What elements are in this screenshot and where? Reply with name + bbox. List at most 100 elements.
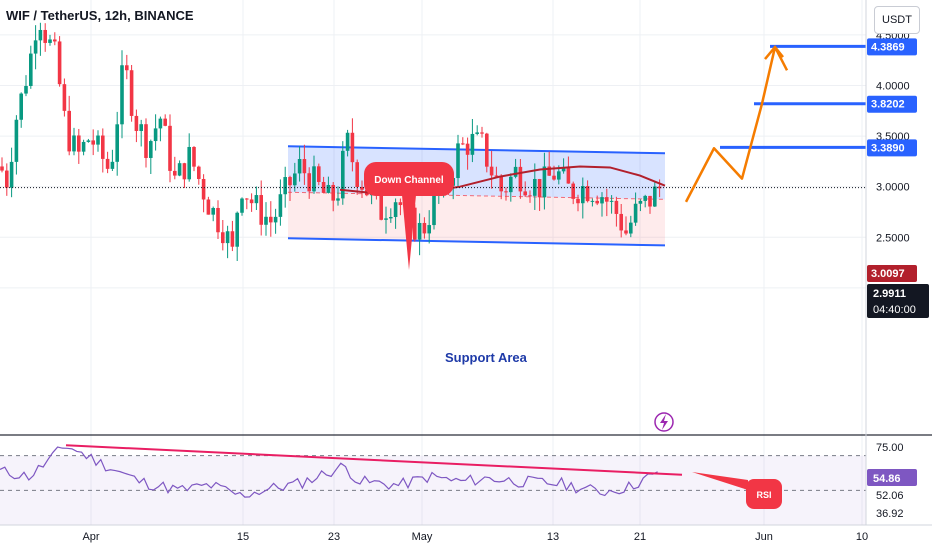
candle-body xyxy=(523,191,527,196)
candle-body xyxy=(254,195,259,204)
candle-body xyxy=(355,162,359,187)
candle-body xyxy=(9,161,14,188)
candle-body xyxy=(57,41,62,85)
badge-ma-bg xyxy=(867,265,917,282)
candle-body xyxy=(590,200,595,202)
candle-body xyxy=(168,125,172,171)
candle-body xyxy=(475,132,479,134)
candle-body xyxy=(91,140,95,145)
candle-body xyxy=(187,146,191,180)
candle-body xyxy=(225,231,230,244)
badge-ma-text: 3.0097 xyxy=(871,268,905,280)
candle-body xyxy=(557,171,561,180)
badge-last-price: 2.9911 04:40:00 xyxy=(867,284,929,318)
rsi-callout: RSI xyxy=(692,472,782,509)
candle-body xyxy=(643,195,647,201)
candle-body xyxy=(153,128,158,142)
candle-body xyxy=(341,150,345,199)
price-tick-3: 4.0000 xyxy=(876,81,910,93)
candle-body xyxy=(5,170,9,188)
candle-body xyxy=(614,200,619,214)
candle-body xyxy=(422,222,427,234)
rsi-line xyxy=(0,446,658,498)
down-channel-label: Down Channel xyxy=(374,175,444,186)
candle-body xyxy=(379,192,383,220)
candle-body xyxy=(504,191,508,193)
price-tick-5: 3.0000 xyxy=(876,182,910,194)
price-tick-6: 2.5000 xyxy=(876,232,910,244)
rsi-ma-label: 52.06 xyxy=(876,490,904,502)
candle-body xyxy=(144,124,148,158)
candle-body xyxy=(177,163,182,176)
candle-body xyxy=(182,163,187,180)
candle-body xyxy=(33,40,38,54)
flash-icon-bolt xyxy=(660,414,668,430)
candle-body xyxy=(230,231,235,247)
badge-last-bg xyxy=(867,284,929,318)
candle-body xyxy=(398,202,403,206)
candle-body xyxy=(110,161,115,169)
candle-body xyxy=(273,216,278,223)
candle-body xyxy=(53,39,57,42)
candle-body xyxy=(427,225,431,234)
candle-body xyxy=(48,39,52,43)
candle-body xyxy=(470,133,475,155)
candle-body xyxy=(326,184,331,193)
candle-body xyxy=(29,53,33,86)
candle-body xyxy=(288,177,292,186)
candle-body xyxy=(173,170,177,176)
candle-body xyxy=(302,159,307,174)
candle-body xyxy=(307,173,311,192)
candle-body xyxy=(413,207,417,240)
candle-body xyxy=(192,146,196,167)
candle-body xyxy=(245,198,249,200)
rsi-tick-low: 36.92 xyxy=(876,508,904,520)
badge-countdown-text: 04:40:00 xyxy=(873,304,916,316)
channel-lower-line xyxy=(287,237,666,247)
candle-body xyxy=(393,202,398,218)
badge-rsi-value-text: 54.86 xyxy=(873,473,901,485)
candle-body xyxy=(595,200,599,204)
badge-target3-text: 4.3869 xyxy=(871,41,905,53)
rsi-callout-label: RSI xyxy=(756,490,771,500)
candle-body xyxy=(197,166,201,179)
candle-body xyxy=(278,194,283,217)
projection-arrowhead xyxy=(764,45,784,60)
candle-body xyxy=(384,218,388,220)
badge-rsi-value-bg xyxy=(867,469,917,486)
labels: Down Channel Support Area RSI 4.3869 3.8202 3… xyxy=(364,38,929,509)
rsi-callout-pointer xyxy=(692,472,748,490)
candle-body xyxy=(264,216,268,225)
time-tick-4: 13 xyxy=(547,531,559,543)
candle-body xyxy=(14,119,19,162)
candle-body xyxy=(513,166,518,177)
badge-target1-text: 3.3890 xyxy=(871,142,905,154)
candle-body xyxy=(547,166,551,176)
badge-target3: 4.3869 xyxy=(867,38,917,56)
candle-body xyxy=(77,135,81,152)
candle-body xyxy=(158,118,163,129)
candle-body xyxy=(269,216,273,223)
candle-body xyxy=(499,176,503,192)
badge-ma: 3.0097 xyxy=(867,265,917,282)
badge-target2: 3.8202 xyxy=(867,95,917,113)
candle-body xyxy=(509,176,513,193)
candle-body xyxy=(542,166,547,198)
candle-body xyxy=(43,29,47,43)
candle-body xyxy=(485,133,489,167)
candle-body xyxy=(105,158,110,169)
candle-body xyxy=(62,84,67,111)
candle-body xyxy=(619,213,623,231)
candle-body xyxy=(537,178,542,198)
candle-body xyxy=(96,135,100,145)
candle-body xyxy=(360,186,364,190)
candle-body xyxy=(600,197,604,204)
candle-body xyxy=(129,70,134,116)
candle-body xyxy=(480,132,484,134)
candle-body xyxy=(149,141,153,158)
currency-button[interactable]: USDT xyxy=(874,6,920,34)
time-tick-1: 15 xyxy=(237,531,249,543)
candle-body xyxy=(585,186,590,202)
badge-last-text: 2.9911 xyxy=(873,288,906,300)
rsi-tick-75: 75.00 xyxy=(876,442,904,454)
